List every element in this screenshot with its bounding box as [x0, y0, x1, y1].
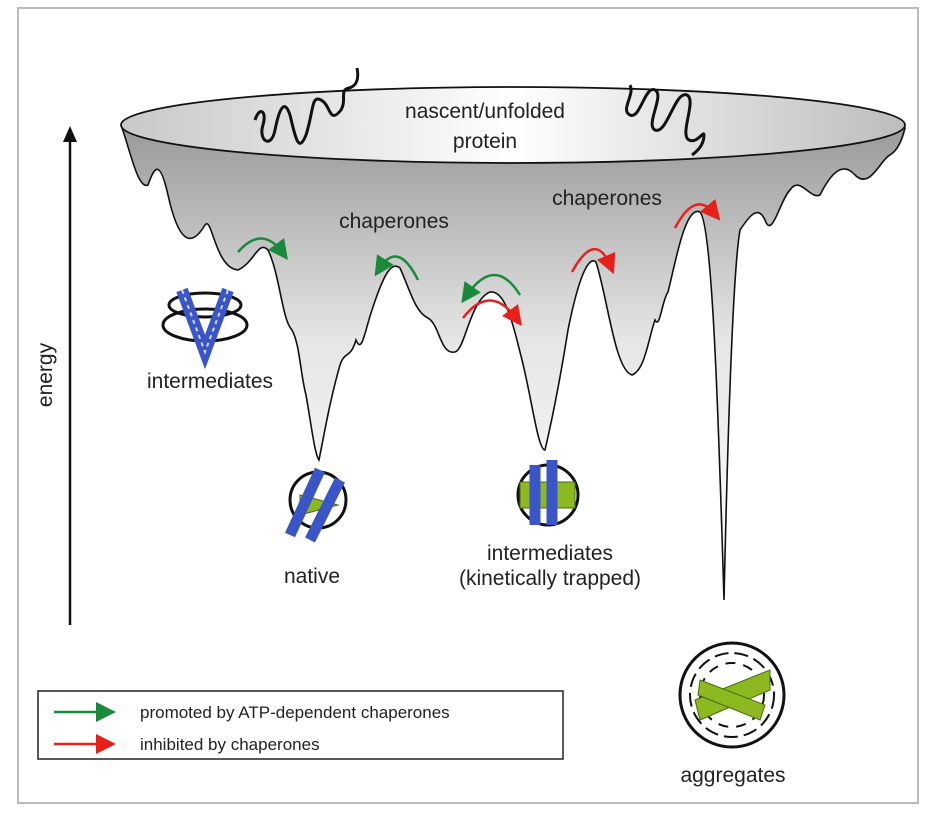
legend-inhibited-label: inhibited by chaperones [140, 735, 320, 754]
funnel-rim [120, 86, 906, 164]
trapped-intermediate-protein-icon [516, 460, 580, 527]
axis-label: energy [34, 342, 57, 407]
inhibit-arrow-1 [462, 299, 522, 327]
trapped-label-line2: (kinetically trapped) [459, 567, 641, 590]
figure-border [17, 7, 919, 804]
top-label-line2: protein [453, 130, 517, 153]
promote-arrow-1 [237, 237, 288, 261]
chaperones-label-left: chaperones [339, 210, 449, 233]
promote-arrow-2 [374, 254, 420, 281]
inhibit-arrow-2 [570, 247, 616, 275]
native-label: native [284, 565, 340, 588]
aggregates-label: aggregates [680, 764, 785, 787]
aggregate-protein-icon [678, 641, 786, 749]
trapped-label-line1: intermediates [487, 542, 613, 565]
top-label-line1: nascent/unfolded [405, 100, 565, 123]
legend-promoted-label: promoted by ATP-dependent chaperones [140, 703, 450, 722]
axis-arrowhead-icon [63, 126, 77, 142]
native-protein-icon [285, 467, 348, 543]
intermediate-protein-icon [161, 287, 249, 370]
energy-landscape-curve [120, 127, 907, 601]
intermediates-label: intermediates [147, 370, 273, 393]
legend: promoted by ATP-dependent chaperones inh… [37, 690, 564, 760]
inhibit-arrow-3 [673, 198, 721, 229]
chaperones-label-right: chaperones [552, 187, 662, 210]
unfolded-protein-right-icon [624, 84, 706, 157]
unfolded-protein-left-icon [253, 67, 360, 145]
promote-arrow-3 [461, 273, 522, 304]
